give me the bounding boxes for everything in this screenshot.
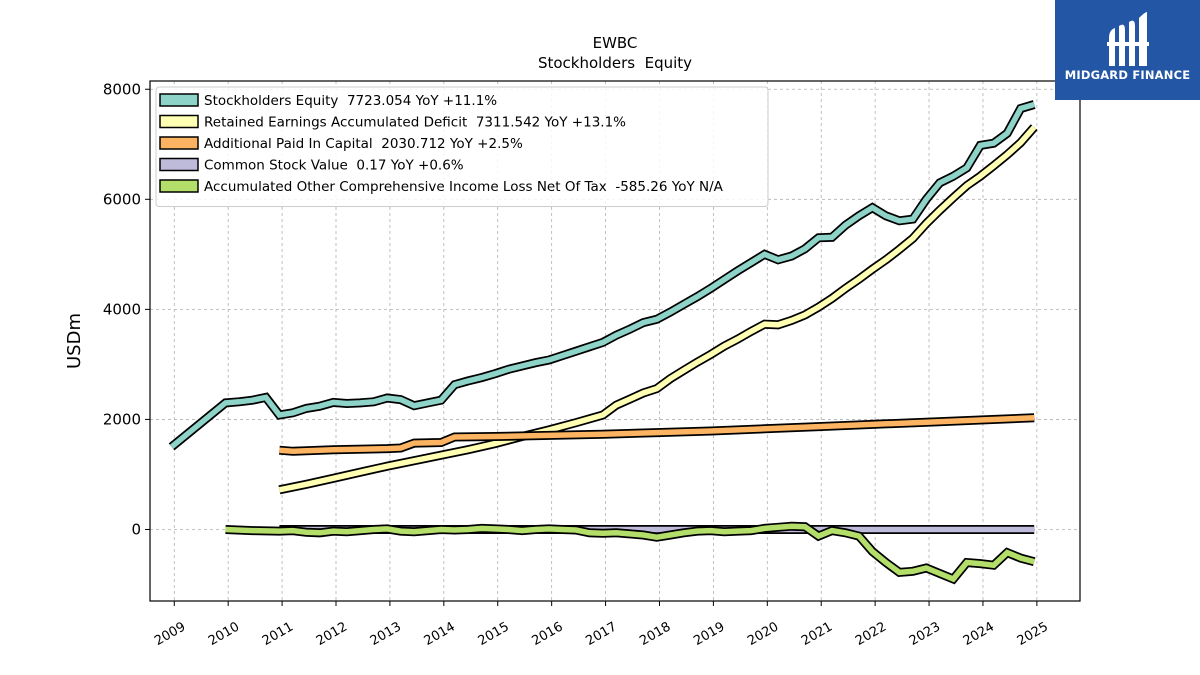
series-layer [168, 100, 1038, 585]
brand-logo: MIDGARD FINANCE [1055, 0, 1200, 100]
legend-label-0: Stockholders Equity 7723.054 YoY +11.1% [204, 93, 497, 109]
y-tick-label: 4000 [103, 300, 141, 318]
series-line-0 [169, 101, 1035, 450]
x-tick-label: 2010 [206, 619, 242, 649]
x-tick-label: 2011 [260, 619, 296, 649]
x-tick-label: 2012 [314, 619, 350, 649]
x-tick-label: 2024 [961, 619, 997, 649]
x-tick-label: 2020 [745, 619, 781, 649]
x-tick-label: 2023 [907, 619, 943, 649]
logo-text: MIDGARD FINANCE [1064, 68, 1191, 82]
series-line-2 [279, 415, 1035, 455]
chart-title: EWBC [593, 34, 638, 52]
legend-label-1: Retained Earnings Accumulated Deficit 73… [204, 115, 626, 131]
y-tick-label: 0 [131, 520, 141, 538]
y-axis-label: USDm [64, 313, 85, 369]
x-tick-label: 2022 [853, 619, 889, 649]
series-line-1 [278, 125, 1037, 493]
legend-swatch-3 [159, 157, 199, 172]
plot-frame [149, 80, 1081, 602]
legend-label-2: Additional Paid In Capital 2030.712 YoY … [204, 136, 523, 152]
x-tick-label: 2017 [583, 619, 619, 649]
y-tick-label: 6000 [103, 190, 141, 208]
x-tick-label: 2019 [691, 619, 727, 649]
legend-swatch-0 [159, 93, 199, 107]
x-tick-label: 2025 [1015, 619, 1051, 649]
x-tick-label: 2015 [476, 619, 512, 649]
legend: Stockholders Equity 7723.054 YoY +11.1% R… [155, 86, 769, 207]
legend-swatch-4 [159, 179, 199, 193]
legend-box [155, 86, 769, 207]
x-tick-label: 2021 [799, 619, 835, 649]
legend-label-3: Common Stock Value 0.17 YoY +0.6% [204, 158, 464, 174]
legend-swatch-1 [159, 114, 199, 129]
legend-swatch-2 [159, 136, 199, 150]
series-line-4 [225, 523, 1035, 583]
x-tick-label: 2013 [368, 619, 404, 649]
legend-label-4: Accumulated Other Comprehensive Income L… [204, 179, 724, 195]
x-tick-label: 2018 [637, 619, 673, 649]
x-tick-label: 2009 [152, 619, 188, 649]
y-tick-label: 8000 [103, 80, 141, 98]
y-tick-label: 2000 [103, 410, 141, 428]
x-tick-label: 2014 [422, 619, 458, 649]
chart-subtitle: Stockholders Equity [538, 54, 692, 72]
midgard-logo-icon [1107, 12, 1149, 67]
x-tick-label: 2016 [529, 619, 565, 649]
